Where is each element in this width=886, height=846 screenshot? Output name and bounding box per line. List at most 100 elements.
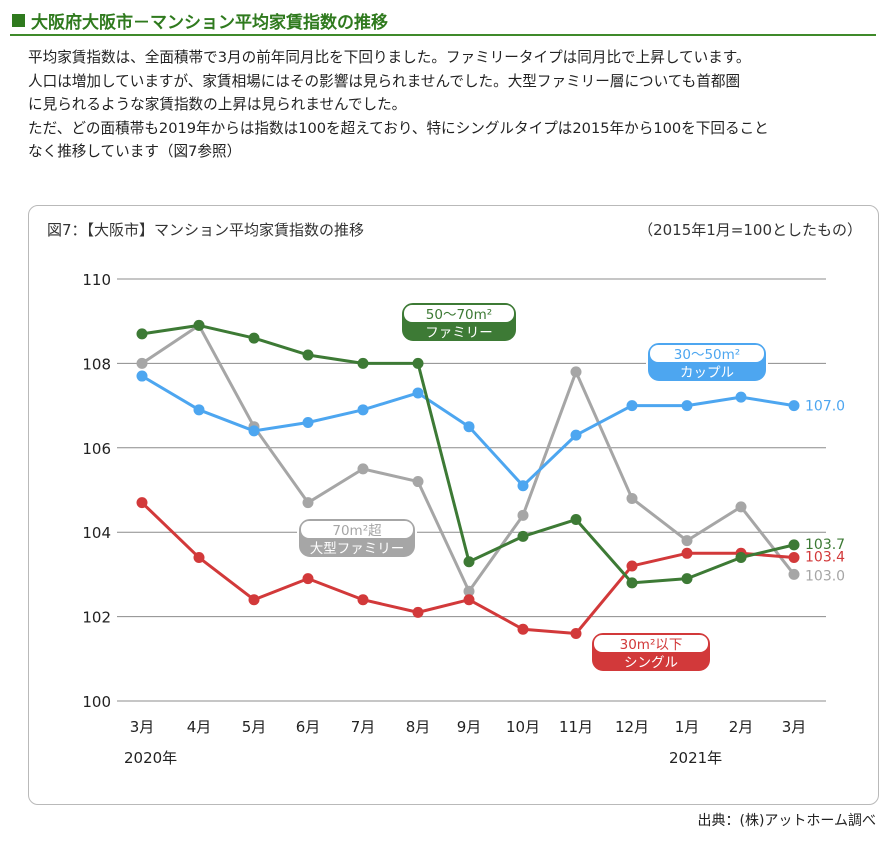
data-point-family bbox=[463, 556, 475, 568]
data-point-couple bbox=[357, 404, 369, 416]
data-point-couple bbox=[735, 391, 747, 403]
chart-panel: 図7：【大阪市】マンション平均家賃指数の推移 （2015年1月=100としたもの… bbox=[28, 205, 879, 805]
x-tick-label: 2月 bbox=[729, 718, 754, 736]
data-point-single bbox=[463, 594, 475, 606]
chart-title: 図7：【大阪市】マンション平均家賃指数の推移 bbox=[47, 221, 364, 239]
callout-top-single bbox=[594, 635, 708, 652]
data-point-family bbox=[302, 349, 314, 361]
data-point-single bbox=[570, 627, 582, 639]
data-point-family bbox=[357, 357, 369, 369]
y-tick-label: 100 bbox=[82, 693, 111, 711]
callout-type-label-family: ファミリー bbox=[425, 325, 493, 341]
data-point-single bbox=[357, 594, 369, 606]
callout-type-label-large: 大型ファミリー bbox=[310, 541, 405, 557]
data-point-family bbox=[193, 319, 205, 331]
x-tick-label: 11月 bbox=[559, 718, 593, 736]
data-point-single bbox=[302, 573, 314, 585]
data-point-single bbox=[248, 594, 260, 606]
data-point-large bbox=[735, 501, 747, 513]
data-point-family bbox=[136, 328, 148, 340]
year-label: 2020年 bbox=[124, 749, 177, 767]
end-value-label-couple: 107.0 bbox=[805, 399, 845, 415]
data-point-large bbox=[463, 585, 475, 597]
x-tick-label: 8月 bbox=[406, 718, 431, 736]
data-point-large bbox=[412, 476, 424, 488]
line-chart: 図7：【大阪市】マンション平均家賃指数の推移 （2015年1月=100としたもの… bbox=[47, 221, 862, 767]
series-line-single bbox=[140, 501, 795, 635]
heading-square-icon bbox=[12, 13, 25, 27]
data-point-family bbox=[517, 530, 529, 542]
data-point-couple bbox=[302, 416, 314, 428]
data-point-large bbox=[788, 568, 800, 580]
x-tick-label: 7月 bbox=[351, 718, 376, 736]
x-tick-label: 10月 bbox=[506, 718, 540, 736]
end-value-label-single: 103.4 bbox=[805, 550, 845, 566]
x-tick-label: 12月 bbox=[615, 718, 649, 736]
data-point-large bbox=[570, 366, 582, 378]
data-point-single bbox=[136, 497, 148, 509]
data-point-single bbox=[681, 547, 693, 559]
data-point-large bbox=[302, 497, 314, 509]
x-tick-label: 3月 bbox=[130, 718, 155, 736]
data-point-family bbox=[735, 552, 747, 564]
data-point-couple bbox=[412, 387, 424, 399]
data-point-large bbox=[626, 492, 638, 504]
data-point-single bbox=[412, 606, 424, 618]
data-point-single bbox=[517, 623, 529, 635]
y-tick-label: 110 bbox=[82, 271, 111, 289]
x-tick-label: 3月 bbox=[782, 718, 807, 736]
callout-area-label-large: 70m²超 bbox=[332, 523, 382, 539]
callout-top-large bbox=[301, 521, 413, 538]
callout-area-label-single: 30m²以下 bbox=[620, 637, 683, 653]
source-note: 出典：(株)アットホーム調べ bbox=[697, 813, 876, 829]
data-point-single bbox=[626, 560, 638, 572]
data-point-family bbox=[412, 357, 424, 369]
description-line: ただ、どの面積帯も2019年からは指数は100を超えており、特にシングルタイプは… bbox=[28, 119, 769, 137]
data-point-large bbox=[681, 535, 693, 547]
section-heading: 大阪府大阪市－マンション平均家賃指数の推移 bbox=[10, 6, 876, 36]
data-point-family bbox=[681, 573, 693, 585]
data-point-family bbox=[248, 332, 260, 344]
callout-type-label-single: シングル bbox=[624, 655, 678, 671]
data-point-large bbox=[136, 357, 148, 369]
y-tick-label: 102 bbox=[82, 609, 111, 627]
x-tick-label: 9月 bbox=[457, 718, 482, 736]
year-label: 2021年 bbox=[669, 749, 722, 767]
data-point-couple bbox=[788, 400, 800, 412]
data-point-couple bbox=[463, 421, 475, 433]
description-line: 人口は増加していますが、家賃相場にはその影響は見られませんでした。大型ファミリー… bbox=[28, 72, 741, 90]
end-value-label-large: 103.0 bbox=[805, 568, 845, 584]
data-point-couple bbox=[626, 400, 638, 412]
x-tick-label: 1月 bbox=[675, 718, 700, 736]
y-tick-label: 108 bbox=[82, 355, 111, 373]
y-tick-label: 106 bbox=[82, 440, 111, 458]
callout-area-label-family: 50～70m² bbox=[426, 307, 492, 323]
x-tick-label: 5月 bbox=[242, 718, 267, 736]
data-point-large bbox=[517, 509, 529, 521]
description-line: 平均家賃指数は、全面積帯で3月の前年同月比を下回りました。ファミリータイプは同月… bbox=[28, 49, 751, 66]
data-point-couple bbox=[193, 404, 205, 416]
data-point-family bbox=[788, 539, 800, 551]
data-point-single bbox=[788, 552, 800, 564]
description-line: に見られるような家賃指数の上昇は見られませんでした。 bbox=[28, 96, 407, 113]
callout-area-label-couple: 30～50m² bbox=[674, 347, 740, 363]
data-point-family bbox=[570, 514, 582, 526]
data-point-couple bbox=[136, 370, 148, 382]
data-point-single bbox=[193, 552, 205, 564]
data-point-large bbox=[357, 463, 369, 475]
end-value-label-family: 103.7 bbox=[805, 537, 845, 553]
description-line: なく推移しています（図7参照） bbox=[28, 143, 242, 160]
x-tick-label: 4月 bbox=[187, 718, 212, 736]
chart-subtitle: （2015年1月=100としたもの） bbox=[638, 221, 862, 239]
data-point-family bbox=[626, 577, 638, 589]
description: 平均家賃指数は、全面積帯で3月の前年同月比を下回りました。ファミリータイプは同月… bbox=[28, 46, 876, 164]
heading-title: 大阪府大阪市－マンション平均家賃指数の推移 bbox=[31, 12, 388, 33]
callout-top-couple bbox=[650, 345, 764, 362]
x-tick-label: 6月 bbox=[296, 718, 321, 736]
data-point-couple bbox=[248, 425, 260, 437]
data-point-couple bbox=[570, 429, 582, 441]
data-point-couple bbox=[681, 400, 693, 412]
callout-type-label-couple: カップル bbox=[680, 365, 734, 381]
callout-top-family bbox=[404, 305, 514, 322]
y-tick-label: 104 bbox=[82, 524, 111, 542]
